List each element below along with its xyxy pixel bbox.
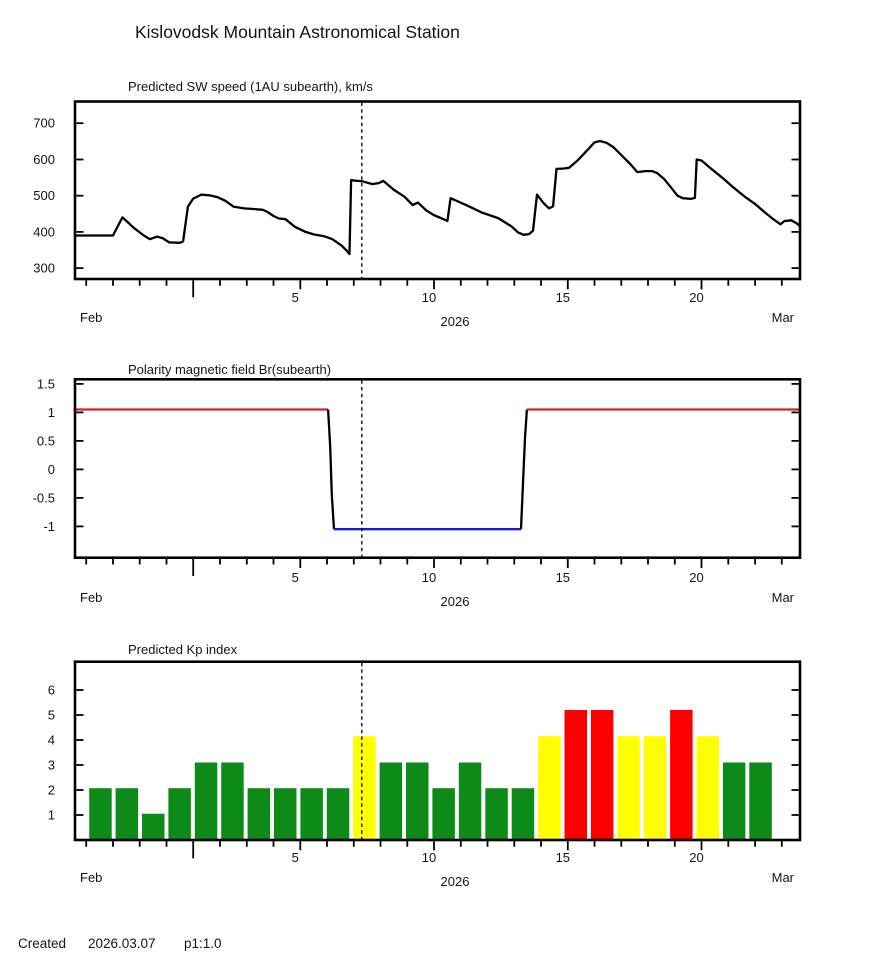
kp-bar [458,762,482,840]
kp-bar [643,736,667,840]
y-tick-label: -1 [43,519,55,534]
kp-bar [247,788,271,840]
y-tick-label: 0 [48,462,55,477]
kp-bar [696,736,719,840]
kp-bar [406,762,429,840]
page-title: Kislovodsk Mountain Astronomical Station [135,22,460,42]
x-tick-label: 5 [292,570,299,585]
x-tick-label: 10 [422,570,436,585]
polarity-month-right-label: Mar [772,590,795,605]
x-tick-label: 20 [689,850,703,865]
x-tick-label: 10 [422,850,436,865]
y-tick-label: 400 [33,224,55,239]
kp-bar [617,736,640,840]
polarity-year-label: 2026 [441,594,470,609]
y-tick-label: 1 [48,808,55,823]
y-tick-label: 500 [33,188,55,203]
kp-bar [564,710,587,840]
speed-year-label: 2026 [441,314,470,329]
y-tick-label: 300 [33,261,55,276]
plot-frame [73,660,802,842]
kp-bar [326,788,350,840]
y-tick-label: 1 [48,405,55,420]
kp-chart-title: Predicted Kp index [128,642,238,657]
kp-bar [300,788,323,840]
kp-bar [353,736,376,840]
speed-chart-title: Predicted SW speed (1AU subearth), km/s [128,79,373,94]
plot-frame [73,377,802,559]
x-tick-label: 20 [689,570,703,585]
polarity-chart: -1 -0.5 0 0.5 1 1.5 5 10 15 20 [33,376,802,585]
kp-bar [511,788,535,840]
y-tick-label: 4 [48,733,55,748]
kp-bar [538,736,561,840]
speed-chart: 300 400 500 600 700 5 10 15 20 [33,100,802,305]
y-tick-label: 1.5 [37,376,55,391]
kp-month-right-label: Mar [772,870,795,885]
y-tick-label: -0.5 [33,490,55,505]
kp-bar [722,762,746,840]
y-tick-label: 0.5 [37,433,55,448]
kp-bar [749,762,772,840]
y-tick-label: 2 [48,783,55,798]
y-tick-label: 3 [48,758,55,773]
kp-bar [89,788,112,840]
polarity-month-left-label: Feb [80,590,102,605]
created-label: Created [18,936,66,951]
kp-bar [432,788,455,840]
speed-line [73,139,802,256]
kp-bar [168,788,191,840]
polarity-chart-title: Polarity magnetic field Br(subearth) [128,362,331,377]
speed-month-right-label: Mar [772,310,795,325]
kp-bar [142,813,165,840]
polarity-segment-transition [326,409,336,530]
x-tick-label: 10 [422,290,436,305]
y-tick-label: 600 [33,152,55,167]
speed-month-left-label: Feb [80,310,102,325]
kp-bar [221,762,244,840]
x-tick-label: 5 [292,850,299,865]
created-version: p1:1.0 [184,936,222,951]
x-tick-label: 15 [556,850,570,865]
kp-bar [115,788,139,840]
kp-bar [274,788,297,840]
kp-bar [379,762,403,840]
x-tick-label: 5 [292,290,299,305]
x-tick-label: 15 [556,570,570,585]
y-tick-label: 5 [48,708,55,723]
y-tick-label: 6 [48,683,55,698]
kp-chart: 1 2 3 4 5 6 5 10 15 20 [48,660,802,865]
plot-frame [73,100,802,281]
kp-bar [194,762,218,840]
kp-bar [590,710,614,840]
kp-bar [485,788,508,840]
kp-year-label: 2026 [441,874,470,889]
created-date: 2026.03.07 [88,936,156,951]
x-tick-label: 20 [689,290,703,305]
y-tick-label: 700 [33,116,55,131]
polarity-segment-transition [519,409,529,530]
x-tick-label: 15 [556,290,570,305]
kp-bar [670,710,693,840]
kp-month-left-label: Feb [80,870,102,885]
